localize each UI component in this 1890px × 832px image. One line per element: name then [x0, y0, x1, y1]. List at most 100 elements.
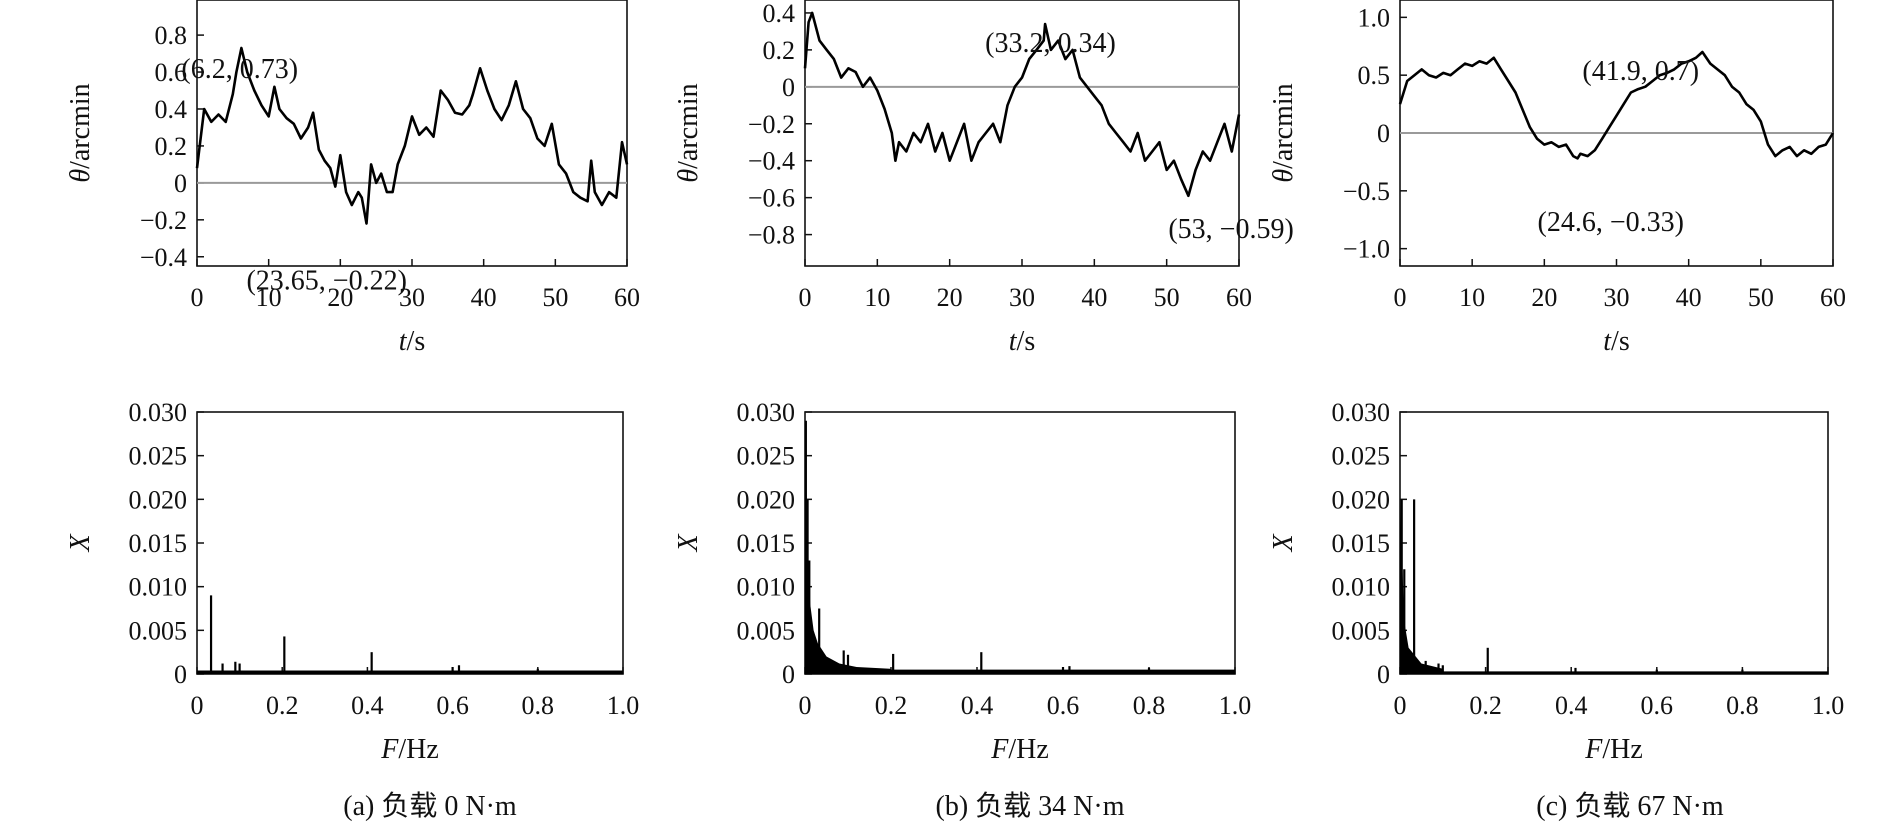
x-axis-label-symbol: F [990, 734, 1009, 765]
annotation-label: (6.2, 0.73) [181, 54, 298, 85]
x-axis-label: t/s [1009, 326, 1035, 357]
x-tick-label: 30 [1009, 283, 1035, 312]
x-axis-label-symbol: F [1584, 734, 1603, 765]
spectrum-floor [1400, 499, 1828, 674]
chart-a-top: 0.80.60.40.20−0.2−0.40 10 20 30 40 50 60t/sθ/a… [65, 0, 640, 357]
plot-frame [196, 411, 624, 675]
y-tick-label: −1.0 [1343, 235, 1390, 264]
caption-a: (a) 负载 0 N·m [343, 790, 517, 822]
x-axis-label-symbol: F [380, 734, 399, 765]
x-tick-label: 0.4 [1555, 691, 1588, 720]
x-axis-label-unit: /s [407, 326, 426, 357]
y-tick-label: 1.0 [1358, 3, 1391, 32]
y-tick-label: 0.030 [1332, 398, 1391, 427]
x-tick-label: 40 [1081, 283, 1107, 312]
x-tick-label: 0.8 [1133, 691, 1166, 720]
y-tick-label: 0.2 [155, 132, 188, 161]
annotation-label: (33.2, 0.34) [985, 28, 1116, 59]
y-axis-label-symbol: X [65, 534, 96, 553]
y-axis-label-symbol: θ [65, 169, 96, 183]
y-tick-label: 0 [174, 660, 187, 689]
y-tick-label: −0.2 [140, 206, 187, 235]
caption-b: (b) 负载 34 N·m [936, 790, 1125, 822]
x-tick-label: 1.0 [1812, 691, 1845, 720]
x-tick-label: 60 [614, 283, 640, 312]
x-tick-label: 0.2 [266, 691, 299, 720]
spectrum-floor [805, 420, 1235, 674]
y-tick-label: 0.005 [737, 616, 796, 645]
y-axis-label-symbol: X [1268, 534, 1299, 553]
x-tick-label: 40 [471, 283, 497, 312]
x-tick-label: 30 [399, 283, 425, 312]
x-axis-label-unit: /s [1611, 326, 1630, 357]
y-tick-label: 0 [782, 73, 795, 102]
annotation-label: (53, −0.59) [1168, 214, 1293, 245]
series-line [195, 46, 629, 225]
x-tick-label: 50 [1154, 283, 1180, 312]
x-tick-label: 30 [1604, 283, 1630, 312]
series-line [803, 11, 1241, 198]
y-tick-label: 0.005 [129, 616, 188, 645]
y-tick-label: 0.020 [737, 485, 796, 514]
x-tick-label: 0.8 [522, 691, 555, 720]
y-tick-label: 0.015 [737, 529, 796, 558]
y-axis-label-unit: /arcmin [1268, 83, 1299, 169]
y-tick-label: 0.015 [1332, 529, 1391, 558]
y-tick-label: 0.010 [737, 573, 796, 602]
plot-frame [196, 0, 628, 267]
x-tick-label: 1.0 [1219, 691, 1252, 720]
y-tick-label: 0 [1377, 660, 1390, 689]
y-tick-label: 0.010 [129, 573, 188, 602]
x-axis-label: t/s [399, 326, 425, 357]
y-axis-label: X [1268, 534, 1299, 553]
x-tick-label: 50 [1748, 283, 1774, 312]
y-tick-label: 0 [782, 660, 795, 689]
x-tick-label: 40 [1676, 283, 1702, 312]
plot-frame [1399, 411, 1829, 675]
x-tick-label: 0.4 [351, 691, 384, 720]
y-tick-label: 0 [1377, 119, 1390, 148]
y-tick-label: 0.025 [737, 442, 796, 471]
x-tick-label: 0.6 [1641, 691, 1674, 720]
x-axis-label: t/s [1603, 326, 1629, 357]
spectrum-floor [197, 670, 623, 674]
y-tick-label: 0 [174, 169, 187, 198]
y-axis-label: θ/arcmin [673, 83, 704, 182]
y-tick-label: 0.005 [1332, 616, 1391, 645]
x-tick-label: 10 [1459, 283, 1485, 312]
x-tick-label: 0.2 [1469, 691, 1502, 720]
y-axis-label: X [65, 534, 96, 553]
y-tick-label: 0.025 [129, 442, 188, 471]
x-tick-label: 0.6 [436, 691, 469, 720]
y-tick-label: 0.5 [1358, 61, 1391, 90]
x-tick-label: 50 [542, 283, 568, 312]
y-tick-label: −0.2 [748, 110, 795, 139]
y-tick-label: 0.030 [129, 398, 188, 427]
annotation-label: (24.6, −0.33) [1538, 207, 1684, 238]
chart-c-top: 1.00.50−0.5−1.00 10 20 30 40 50 60t/sθ/arcmin(… [1268, 0, 1846, 357]
series-line [1398, 50, 1835, 160]
x-tick-label: 20 [1531, 283, 1557, 312]
y-tick-label: −0.8 [748, 221, 795, 250]
y-tick-label: 0.020 [129, 485, 188, 514]
y-tick-label: 0.010 [1332, 573, 1391, 602]
x-tick-label: 0.6 [1047, 691, 1080, 720]
y-axis-label: θ/arcmin [65, 83, 96, 182]
x-axis-label: F/Hz [380, 734, 439, 765]
x-tick-label: 0 [191, 283, 204, 312]
x-tick-label: 1.0 [607, 691, 640, 720]
annotation-label: (41.9, 0.7) [1582, 56, 1699, 87]
y-tick-label: 0.2 [763, 36, 796, 65]
x-tick-label: 60 [1820, 283, 1846, 312]
y-axis-label-unit: /arcmin [65, 83, 96, 169]
x-tick-label: 0 [191, 691, 204, 720]
x-axis-label-symbol: t [1009, 326, 1018, 357]
x-axis-label-symbol: t [1603, 326, 1612, 357]
x-tick-label: 20 [327, 283, 353, 312]
x-tick-label: 0 [799, 691, 812, 720]
y-axis-label-unit: /arcmin [673, 83, 704, 169]
y-axis-label-symbol: θ [673, 169, 704, 183]
y-axis-label: X [673, 534, 704, 553]
x-tick-label: 0 [1394, 283, 1407, 312]
